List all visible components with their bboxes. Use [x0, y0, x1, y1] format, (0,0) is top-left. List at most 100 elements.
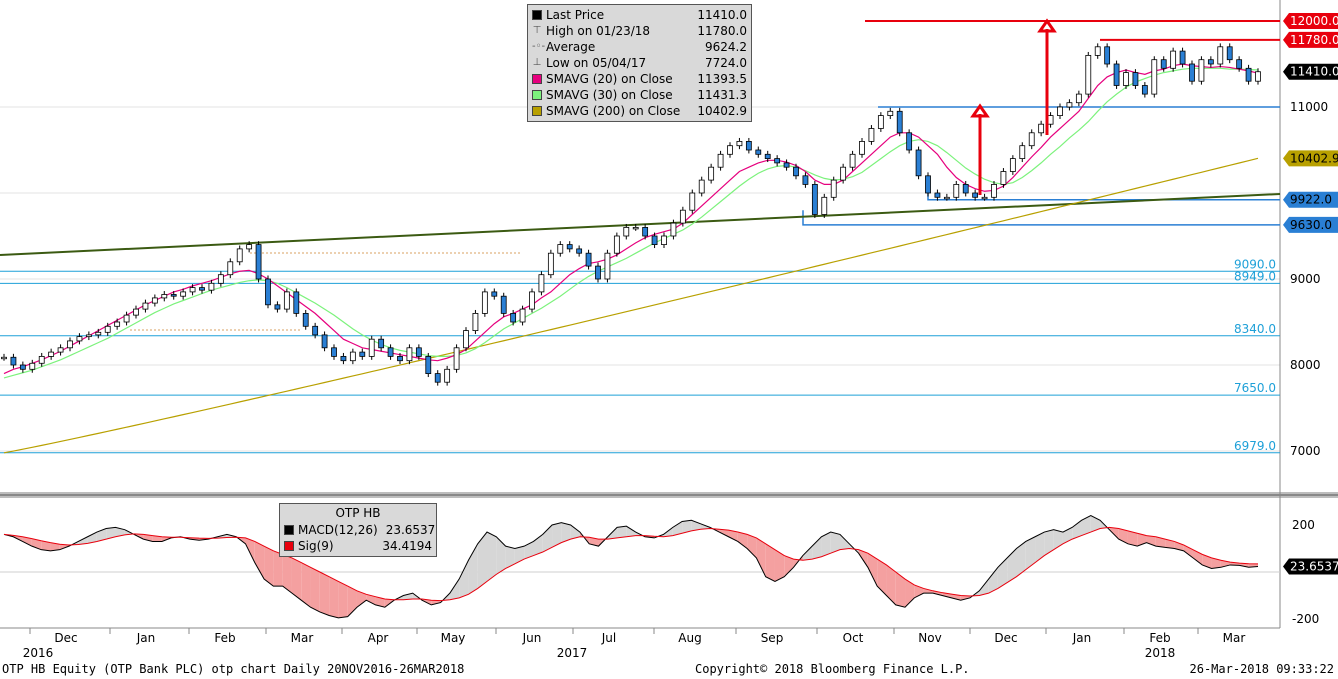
candle — [227, 261, 234, 276]
macd-fill — [626, 526, 636, 537]
candle — [321, 334, 328, 349]
macd-fill — [496, 536, 506, 575]
macd-fill — [366, 594, 376, 605]
y-tick-label: -200 — [1292, 612, 1319, 626]
macd-fill — [682, 520, 692, 534]
macd-fill — [719, 529, 729, 537]
legend-label: MACD(12,26) — [298, 523, 378, 537]
y-tick-label: 200 — [1292, 518, 1315, 532]
candle — [802, 175, 809, 185]
candle — [472, 312, 479, 331]
macd-fill — [87, 532, 97, 544]
macd-fill — [728, 530, 738, 542]
x-tick-label: Jan — [1072, 631, 1092, 645]
support-line — [802, 210, 1280, 226]
candle — [1170, 50, 1177, 69]
candle — [679, 209, 686, 224]
macd-fill — [747, 534, 757, 558]
candle — [1085, 55, 1092, 95]
candle — [557, 244, 564, 254]
macd-fill — [1007, 548, 1017, 583]
candle — [500, 295, 507, 314]
macd-fill — [106, 527, 116, 540]
trend-line — [0, 193, 1281, 256]
legend-row-signal: Sig(9) 34.4194 — [284, 538, 432, 554]
candle — [529, 291, 535, 310]
macd-fill — [895, 572, 906, 608]
macd-fill — [1174, 541, 1184, 551]
legend-label: Low on 05/04/17 — [546, 56, 647, 70]
legend-row-low: ⊥ Low on 05/04/17 7724.0 — [532, 55, 747, 71]
x-year-label: 2017 — [557, 646, 588, 660]
candle — [1066, 102, 1073, 108]
y-tick-label: 7000 — [1290, 444, 1321, 458]
macd-fill — [1127, 530, 1138, 547]
macd-fill — [756, 537, 766, 577]
candle — [830, 179, 837, 198]
candle — [123, 314, 130, 323]
macd-fill — [923, 588, 933, 594]
candle — [585, 252, 592, 267]
candle — [453, 347, 460, 370]
price-tag-label: 11780.0 — [1290, 33, 1338, 47]
candle — [604, 252, 611, 280]
candle — [208, 282, 215, 291]
candle — [406, 347, 413, 362]
square-icon — [532, 106, 542, 116]
macd-fill — [905, 579, 915, 608]
macd-fill — [552, 522, 562, 548]
fib-level-label: 8949.0 — [1234, 269, 1276, 283]
candles — [1, 43, 1261, 386]
candle — [48, 351, 55, 357]
y-tick-label: 9000 — [1290, 272, 1321, 286]
candle — [915, 149, 922, 177]
macd-fill — [356, 590, 367, 608]
macd-fill — [505, 546, 515, 569]
candle — [698, 179, 705, 194]
footer-description: OTP HB Equity (OTP Bank PLC) otp chart D… — [2, 662, 465, 676]
macd-fill — [765, 543, 775, 582]
x-tick-label: Oct — [843, 631, 864, 645]
macd-fill — [1025, 536, 1036, 570]
candle — [547, 252, 554, 276]
candle — [774, 158, 781, 164]
candle — [481, 291, 488, 314]
candle — [434, 373, 441, 383]
price-legend: Last Price 11410.0 ⊤ High on 01/23/18 11… — [527, 4, 752, 122]
candle — [708, 166, 715, 181]
legend-value: 23.6537 — [385, 523, 436, 537]
x-tick-label: Jul — [601, 631, 616, 645]
fib-level-label: 8340.0 — [1234, 322, 1276, 336]
candle — [632, 226, 639, 230]
candle — [189, 287, 196, 293]
legend-value: 11410.0 — [697, 8, 747, 22]
macd-fill — [1044, 529, 1054, 556]
macd-fill — [877, 559, 887, 596]
macd-fill — [78, 536, 88, 545]
candle — [387, 347, 394, 357]
macd-fill — [487, 532, 497, 582]
legend-value: 7724.0 — [705, 56, 747, 70]
candle — [576, 248, 583, 254]
macd-fill — [867, 553, 878, 587]
legend-label: SMAVG (30) on Close — [546, 88, 673, 102]
x-tick-label: Dec — [54, 631, 77, 645]
macd-legend-title: OTP HB — [335, 506, 381, 520]
macd-fill — [821, 532, 831, 557]
candle — [10, 356, 17, 366]
macd-fill — [1035, 532, 1045, 563]
candle — [415, 347, 422, 357]
candle — [1217, 46, 1224, 65]
macd-fill — [329, 576, 339, 618]
candle — [859, 140, 865, 155]
candle — [1104, 46, 1111, 65]
candle — [1245, 67, 1252, 82]
candle — [1123, 72, 1129, 86]
candle — [538, 274, 545, 293]
legend-row-sma20: SMAVG (20) on Close 11393.5 — [532, 71, 747, 87]
macd-fill — [988, 567, 998, 594]
high-marker-icon: ⊤ — [532, 25, 542, 36]
macd-tag-label: 23.6537 — [1290, 559, 1338, 573]
macd-fill — [152, 535, 162, 542]
x-tick-label: Dec — [994, 631, 1017, 645]
